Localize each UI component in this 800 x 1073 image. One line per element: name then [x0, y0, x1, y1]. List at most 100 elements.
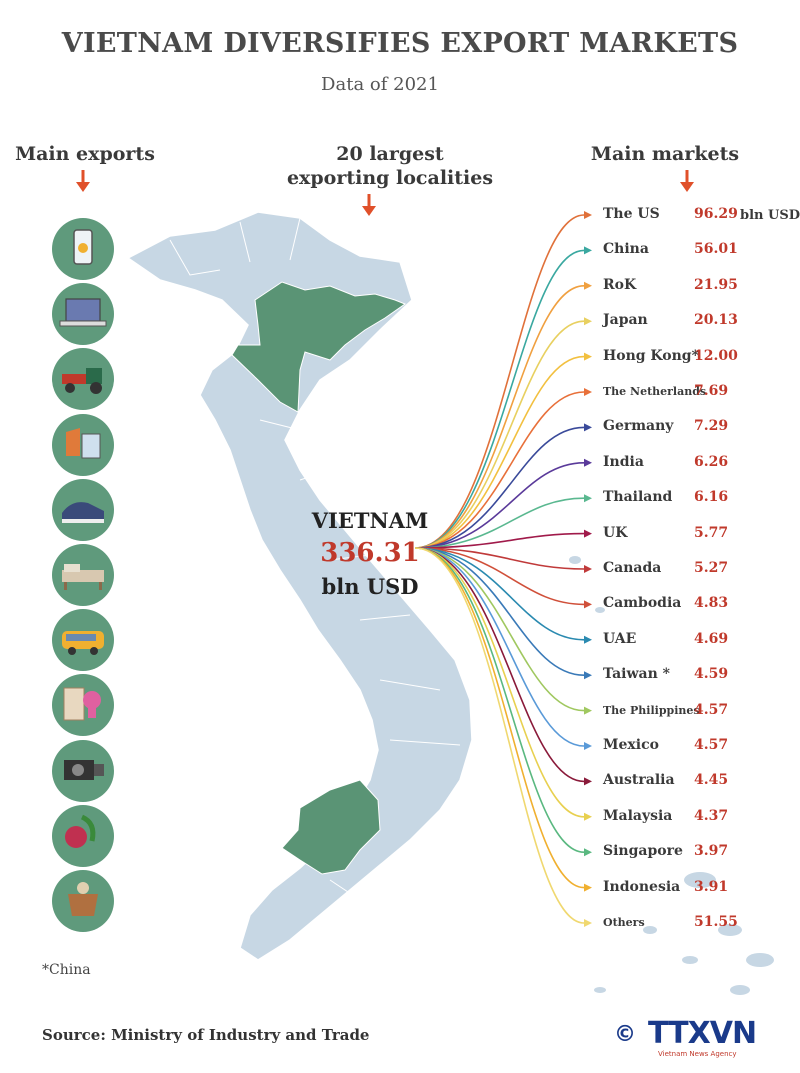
market-name: Malaysia	[603, 807, 673, 824]
flow-line	[414, 497, 585, 549]
source-note: Source: Ministry of Industry and Trade	[42, 1026, 370, 1044]
localities-heading: 20 largest exporting localities	[270, 142, 510, 190]
market-value: 7.29	[694, 418, 729, 435]
flow-arrowhead	[584, 706, 592, 715]
flow-line	[414, 547, 585, 818]
localities-heading-line1: 20 largest	[336, 143, 444, 165]
market-value: 3.97	[694, 843, 729, 860]
market-name: UAE	[603, 630, 637, 647]
vietnam-total-value: 336.31	[320, 538, 420, 568]
market-name: UK	[603, 524, 628, 541]
flow-line	[414, 391, 585, 549]
market-value: 21.95	[694, 276, 738, 293]
flow-arrowhead	[584, 317, 592, 326]
flow-line	[414, 547, 585, 783]
market-value: 12.00	[694, 347, 738, 364]
market-value: 4.57	[694, 701, 729, 718]
flow-arrowhead	[584, 388, 592, 396]
market-name: Indonesia	[603, 878, 681, 895]
flow-arrowhead	[584, 635, 592, 644]
market-value: 5.77	[694, 524, 729, 541]
flow-line	[414, 462, 585, 549]
down-arrow-icon	[680, 170, 694, 192]
flow-line	[414, 532, 585, 549]
northern-exporting-region	[231, 281, 407, 413]
market-name: Canada	[603, 560, 662, 576]
flow-arrowhead	[584, 211, 592, 219]
footwear-icon	[52, 478, 114, 541]
market-name: Hong Kong*	[603, 347, 699, 364]
logo-subtext: Vietnam News Agency	[658, 1050, 737, 1058]
flow-arrowhead	[584, 600, 592, 609]
flow-lines	[414, 211, 592, 927]
market-name: Thailand	[603, 489, 673, 506]
market-value: 4.69	[694, 630, 729, 647]
ttxvn-logo: © TTXVN Vietnam News Agency	[614, 1016, 774, 1060]
flow-arrowhead	[584, 494, 592, 503]
flow-line	[414, 547, 585, 889]
vietnam-outline	[126, 211, 473, 961]
machinery-icon	[52, 348, 114, 411]
flow-line	[414, 547, 585, 747]
vietnam-label: VIETNAM	[311, 508, 429, 533]
vegetables-icon	[52, 804, 114, 867]
market-name: RoK	[603, 276, 637, 293]
furniture-icon	[52, 544, 114, 606]
flow-arrowhead	[584, 919, 592, 927]
page-subtitle: Data of 2021	[321, 74, 439, 95]
flow-line	[414, 214, 585, 549]
market-value: 4.59	[694, 666, 729, 683]
flow-line	[414, 285, 585, 549]
textiles-icon	[52, 413, 114, 476]
market-name: Taiwan *	[603, 666, 670, 683]
flow-line	[414, 547, 585, 606]
market-name: The US	[603, 206, 660, 222]
market-name: The Netherlands	[603, 385, 707, 398]
flow-arrowhead	[584, 423, 592, 432]
market-name: China	[603, 241, 649, 258]
flow-arrowhead	[584, 883, 592, 892]
flow-arrowhead	[584, 246, 592, 255]
flow-arrowhead	[584, 281, 592, 290]
flow-arrowhead	[584, 458, 592, 467]
smartphone-icon	[52, 218, 114, 280]
flow-arrowhead	[584, 812, 592, 821]
market-name: Singapore	[603, 843, 683, 860]
market-name: Cambodia	[603, 595, 682, 612]
camera-icon	[52, 739, 114, 802]
market-name: Japan	[603, 312, 648, 329]
flow-line	[414, 249, 585, 549]
flow-line	[414, 547, 585, 676]
market-value: 56.01	[694, 241, 738, 258]
market-value: 20.13	[694, 312, 738, 329]
main-markets-heading: Main markets	[590, 143, 740, 165]
market-value: 3.91	[694, 878, 729, 895]
laptop-icon	[52, 283, 114, 346]
market-value: 6.26	[694, 453, 729, 470]
market-value: 5.27	[694, 560, 729, 576]
flow-line	[414, 320, 585, 549]
market-value: 6.16	[694, 489, 729, 506]
market-name: Others	[603, 916, 645, 929]
logo-text: TTXVN	[648, 1016, 757, 1051]
flow-line	[414, 547, 585, 570]
islands	[569, 556, 774, 995]
market-name: Australia	[603, 772, 675, 789]
market-value: 51.55	[694, 914, 738, 930]
flow-arrowhead	[584, 848, 592, 857]
copyright-mark: ©	[614, 1022, 636, 1047]
footnote: *China	[42, 962, 91, 978]
vietnam-total-unit: bln USD	[321, 574, 419, 599]
flow-arrowhead	[584, 352, 592, 361]
down-arrow-icon	[76, 170, 90, 192]
market-value: 7.69	[694, 383, 729, 399]
flow-line	[414, 547, 585, 924]
market-value: 4.57	[694, 737, 729, 753]
market-name: The Philippines	[603, 703, 700, 717]
market-value: 4.45	[694, 772, 729, 789]
flow-arrowhead	[584, 671, 592, 680]
page-title: VIETNAM DIVERSIFIES EXPORT MARKETS	[61, 28, 739, 59]
flow-line	[414, 547, 585, 641]
down-arrow-icon	[362, 194, 376, 216]
